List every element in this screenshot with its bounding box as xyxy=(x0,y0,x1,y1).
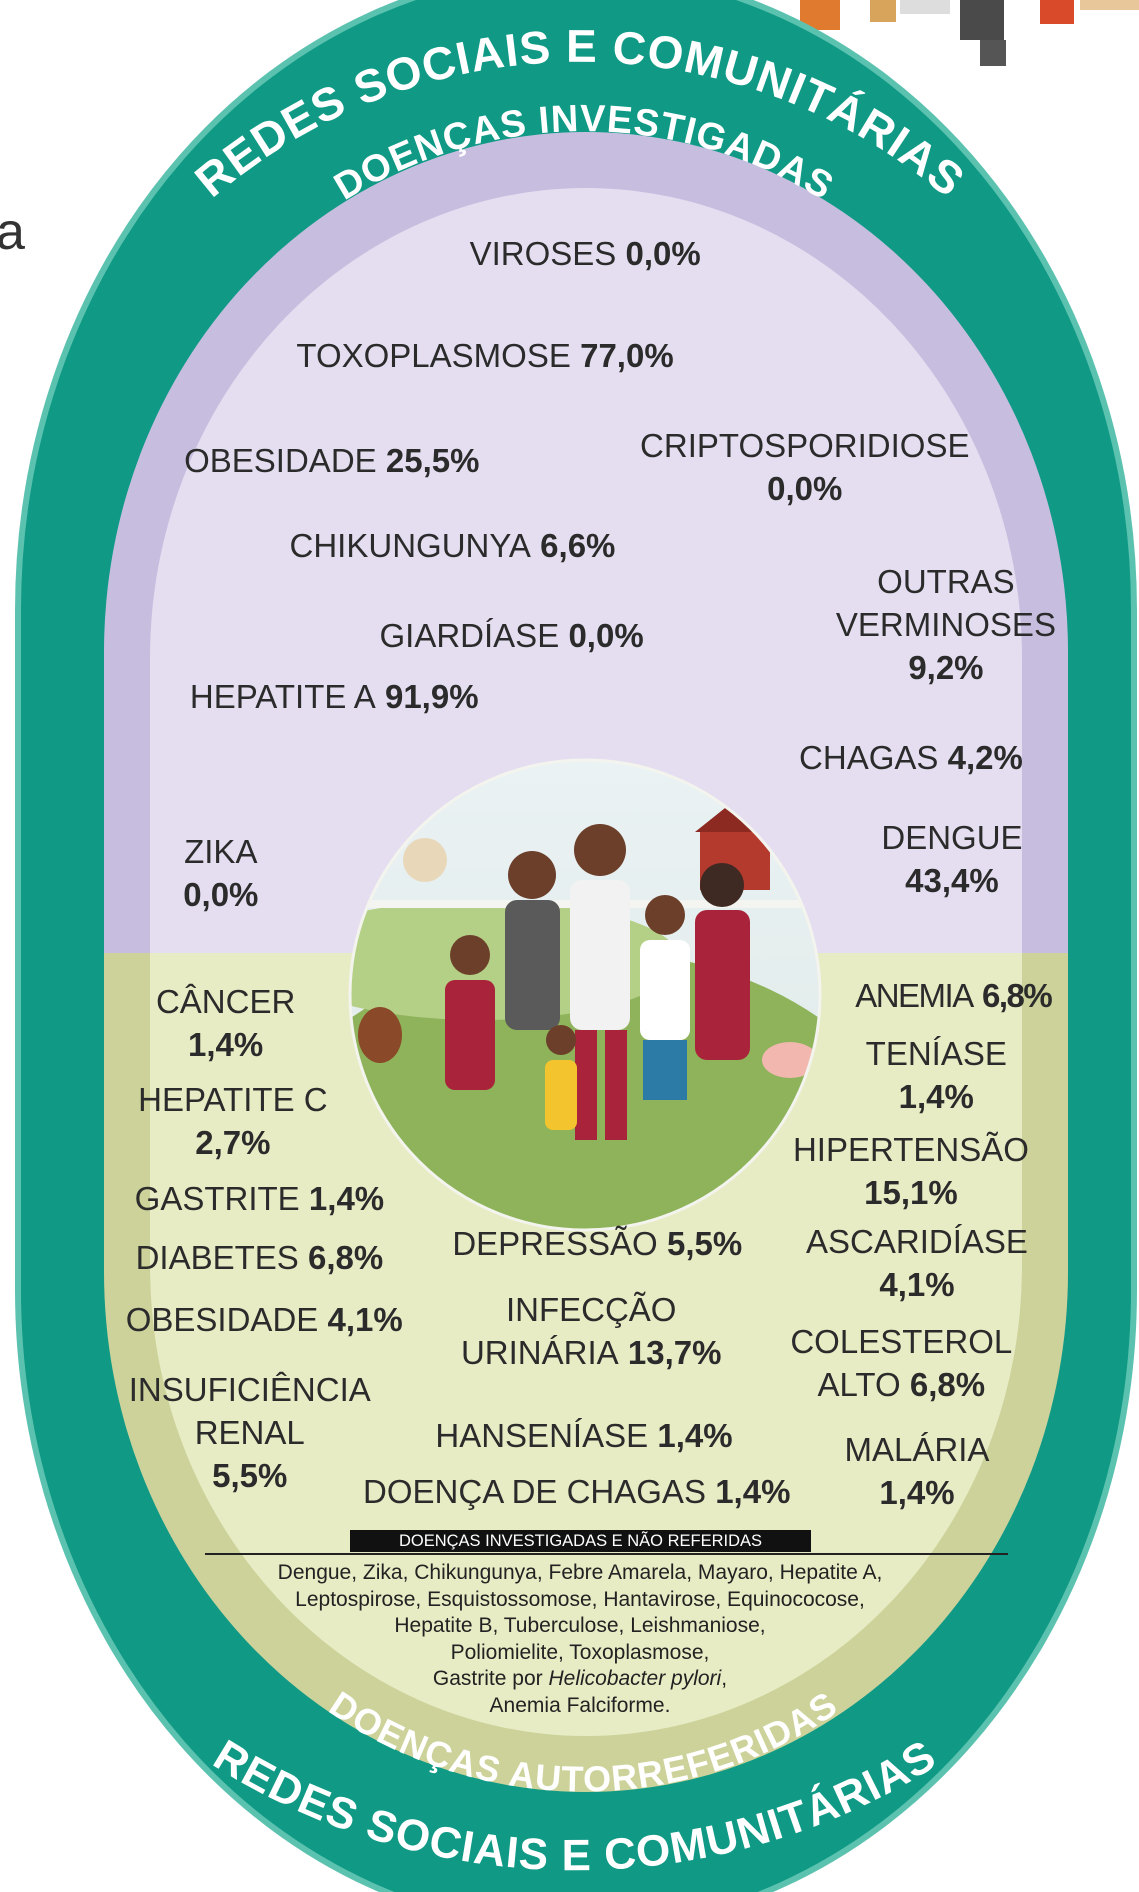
disease-item: GASTRITE 1,4% xyxy=(135,1177,384,1220)
disease-name: HANSENÍASE xyxy=(435,1417,649,1455)
illustration-fragment xyxy=(800,0,1139,66)
disease-value: 6,8% xyxy=(909,1366,986,1404)
disease-name: CHAGAS xyxy=(799,739,939,777)
disease-item: OBESIDADE 4,1% xyxy=(126,1298,403,1341)
disease-value: 0,0% xyxy=(767,469,843,507)
disease-value: 1,4% xyxy=(657,1417,733,1455)
disease-value: 4,1% xyxy=(327,1301,403,1339)
disease-item: INFECÇÃO URINÁRIA 13,7% xyxy=(434,1288,748,1374)
disease-item: ANEMIA 6,8% xyxy=(855,974,1053,1017)
disease-name: INSUFICIÊNCIA RENAL xyxy=(128,1371,371,1452)
disease-item: HIPERTENSÃO 15,1% xyxy=(793,1128,1029,1214)
disease-name: OUTRAS VERMINOSES xyxy=(835,563,1056,644)
disease-item: TOXOPLASMOSE 77,0% xyxy=(296,334,673,377)
disease-name: INFECÇÃO URINÁRIA xyxy=(460,1290,677,1371)
disease-value: 1,4% xyxy=(715,1472,791,1510)
disease-item: GIARDÍASE 0,0% xyxy=(379,614,643,657)
disease-item: CHIKUNGUNYA 6,6% xyxy=(290,524,616,567)
disease-name: GASTRITE xyxy=(134,1179,300,1217)
disease-name: DIABETES xyxy=(135,1238,299,1276)
disease-name: CÂNCER xyxy=(155,982,296,1020)
disease-name: VIROSES xyxy=(469,234,617,272)
disease-item: CRIPTOSPORIDIOSE 0,0% xyxy=(640,424,969,510)
disease-value: 25,5% xyxy=(385,442,480,480)
box-line: Dengue, Zika, Chikungunya, Febre Amarela… xyxy=(277,1561,883,1584)
disease-value: 1,4% xyxy=(879,1473,955,1511)
disease-item: DIABETES 6,8% xyxy=(136,1236,384,1279)
disease-item: DEPRESSÃO 5,5% xyxy=(452,1222,742,1265)
disease-value: 0,0% xyxy=(625,234,701,272)
box-line: Hepatite B, Tuberculose, Leishmaniose, xyxy=(394,1614,766,1638)
disease-value: 9,2% xyxy=(908,649,984,687)
box-line: Gastrite por Helicobacter pylori, xyxy=(150,1666,1010,1692)
disease-item: INSUFICIÊNCIA RENAL 5,5% xyxy=(105,1368,395,1497)
disease-name: DENGUE xyxy=(881,818,1023,856)
disease-value: 1,4% xyxy=(898,1077,974,1115)
disease-name: ANEMIA xyxy=(855,976,974,1014)
disease-value: 6,8% xyxy=(308,1238,384,1276)
disease-name: TOXOPLASMOSE xyxy=(296,337,571,375)
disease-value: 13,7% xyxy=(627,1333,722,1371)
disease-value: 0,0% xyxy=(183,876,259,914)
disease-value: 2,7% xyxy=(195,1123,271,1161)
disease-value: 1,4% xyxy=(188,1025,264,1063)
box-line: Poliomielite, Toxoplasmose, xyxy=(450,1640,710,1664)
disease-name: COLESTEROL ALTO xyxy=(790,1323,1013,1404)
disease-name: HIPERTENSÃO xyxy=(792,1131,1029,1169)
box-title: DOENÇAS INVESTIGADAS E NÃO REFERIDAS xyxy=(350,1530,811,1552)
disease-item: CÂNCER 1,4% xyxy=(156,980,295,1066)
disease-item: COLESTEROL ALTO 6,8% xyxy=(766,1320,1037,1406)
box-line-italic: Helicobacter pylori xyxy=(548,1667,722,1691)
disease-name: DOENÇA DE CHAGAS xyxy=(363,1472,706,1510)
disease-item: DENGUE 43,4% xyxy=(881,816,1022,902)
disease-name: CHIKUNGUNYA xyxy=(289,526,531,564)
disease-name: DEPRESSÃO xyxy=(452,1225,658,1263)
disease-name: ZIKA xyxy=(184,833,258,871)
family-photo xyxy=(350,760,820,1230)
disease-value: 1,4% xyxy=(308,1179,385,1217)
disease-name: CRIPTOSPORIDIOSE xyxy=(640,426,970,464)
disease-item: OUTRAS VERMINOSES 9,2% xyxy=(831,560,1060,689)
disease-value: 15,1% xyxy=(864,1174,958,1212)
disease-name: TENÍASE xyxy=(865,1034,1007,1072)
disease-name: HEPATITE A xyxy=(189,677,376,715)
disease-item: DOENÇA DE CHAGAS 1,4% xyxy=(363,1470,790,1513)
disease-name: OBESIDADE xyxy=(184,442,377,480)
disease-name: OBESIDADE xyxy=(125,1301,319,1339)
disease-item: VIROSES 0,0% xyxy=(470,232,701,275)
disease-item: HEPATITE C 2,7% xyxy=(138,1078,327,1164)
divider xyxy=(205,1553,1008,1555)
disease-item: ZIKA 0,0% xyxy=(183,830,258,916)
disease-item: TENÍASE 1,4% xyxy=(866,1032,1007,1118)
disease-value: 4,2% xyxy=(947,739,1023,777)
disease-value: 77,0% xyxy=(580,337,674,375)
disease-item: HEPATITE A 91,9% xyxy=(190,675,479,718)
disease-name: HEPATITE C xyxy=(138,1080,328,1118)
disease-name: ASCARIDÍASE xyxy=(806,1223,1028,1261)
disease-name: MALÁRIA xyxy=(844,1430,990,1468)
disease-value: 5,5% xyxy=(666,1225,743,1263)
box-line: Leptospirose, Esquistossomose, Hantaviro… xyxy=(295,1587,865,1611)
disease-item: ASCARIDÍASE 4,1% xyxy=(806,1220,1028,1306)
disease-value: 91,9% xyxy=(384,677,479,715)
disease-item: CHAGAS 4,2% xyxy=(799,736,1023,779)
box-line: Anemia Falciforme. xyxy=(489,1694,671,1717)
box-line-end: , xyxy=(721,1667,728,1691)
top-area xyxy=(150,188,1022,953)
disease-value: 43,4% xyxy=(905,861,999,899)
disease-value: 6,6% xyxy=(540,526,616,564)
box-line-text: Gastrite por xyxy=(432,1667,549,1691)
disease-item: OBESIDADE 25,5% xyxy=(184,439,479,482)
disease-name: GIARDÍASE xyxy=(379,617,560,655)
disease-item: MALÁRIA 1,4% xyxy=(845,1428,990,1514)
disease-item: HANSENÍASE 1,4% xyxy=(435,1414,732,1457)
disease-value: 0,0% xyxy=(568,617,644,655)
disease-value: 5,5% xyxy=(212,1457,288,1495)
text-fragment: a xyxy=(0,203,25,261)
disease-value: 4,1% xyxy=(879,1266,955,1304)
disease-value: 6,8% xyxy=(981,976,1053,1014)
